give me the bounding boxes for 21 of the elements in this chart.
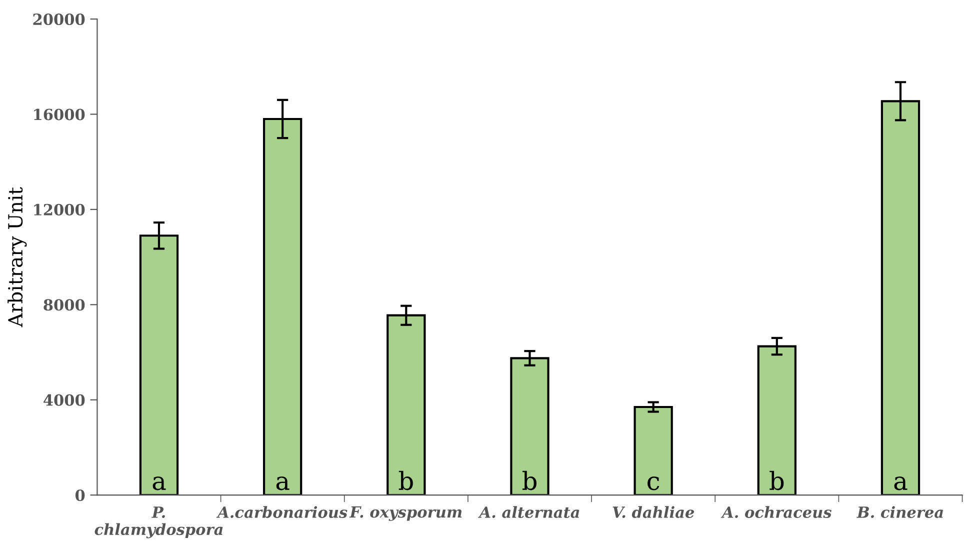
y-tick-label: 8000 (44, 299, 85, 311)
bar (634, 406, 673, 496)
y-tick-label: 16000 (34, 108, 85, 120)
annotation: a (276, 476, 290, 490)
y-tick-label: 12000 (34, 204, 85, 216)
annotation: c (648, 476, 660, 490)
annotation: b (522, 470, 536, 490)
x-tick-label: B. cinerea (856, 506, 943, 518)
x-tick-label: A. alternata (478, 506, 580, 518)
annotation: b (398, 470, 413, 490)
annotation: a (894, 476, 908, 490)
x-tick-label: F. oxysporum (349, 506, 462, 521)
x-tick-label: A. ochraceus (720, 506, 832, 518)
annotation: a (152, 476, 166, 490)
y-axis-title: Arbitrary Unit (8, 187, 27, 328)
y-tick-label: 4000 (44, 394, 85, 406)
y-tick-label: 0 (75, 490, 85, 502)
x-tick-label: A.carbonarious (216, 506, 348, 518)
y-tick-label: 20000 (33, 14, 85, 26)
annotation: b (770, 470, 784, 490)
x-tick-label: V. dahliae (612, 506, 694, 518)
